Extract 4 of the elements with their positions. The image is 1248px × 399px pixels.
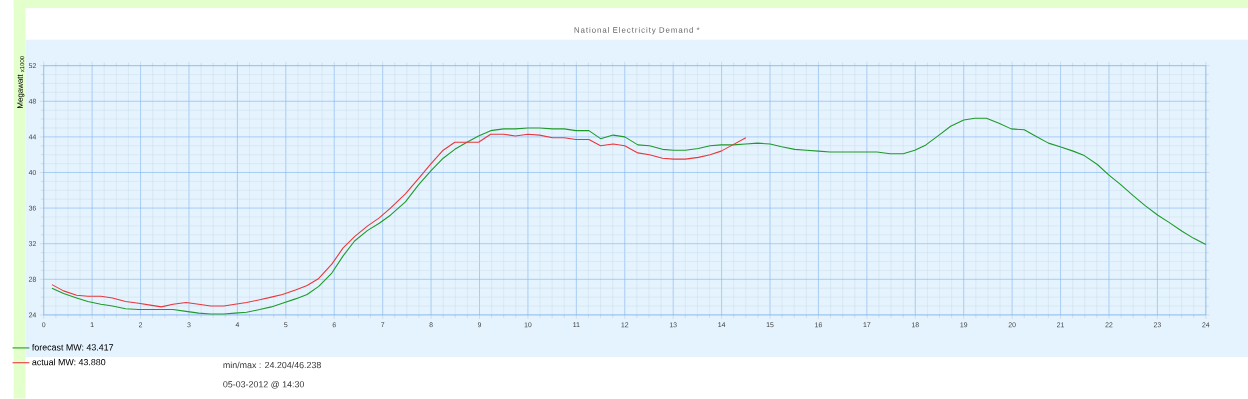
legend-label: forecast MW: 43.417 <box>32 344 114 351</box>
legend-label: actual MW: 43.880 <box>32 358 106 366</box>
text: min/max : 24.204/46.238 <box>223 361 321 369</box>
text: 05-03-2012 @ 14:30 <box>223 381 305 389</box>
